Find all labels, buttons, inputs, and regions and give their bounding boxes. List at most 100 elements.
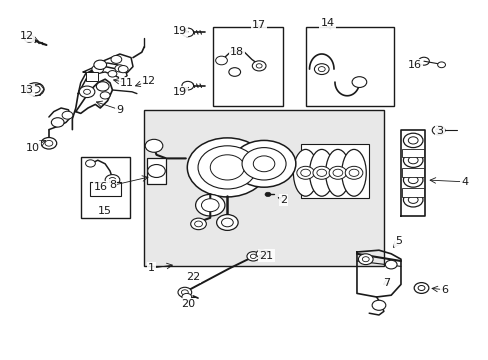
Text: 15: 15 [98, 206, 112, 216]
Circle shape [403, 133, 422, 148]
Text: 20: 20 [181, 299, 195, 309]
Text: 2: 2 [280, 195, 286, 205]
Circle shape [100, 92, 110, 99]
Circle shape [358, 254, 372, 265]
Circle shape [111, 55, 122, 63]
Text: 19: 19 [172, 87, 186, 97]
Circle shape [264, 192, 270, 197]
Bar [401, 188, 424, 197]
Text: 12: 12 [142, 76, 156, 86]
Text: 10: 10 [26, 143, 40, 153]
Circle shape [30, 86, 40, 93]
Circle shape [385, 260, 396, 269]
Circle shape [221, 218, 233, 227]
Bar [401, 168, 424, 177]
Bar [222, 148, 271, 180]
Circle shape [41, 138, 57, 149]
Circle shape [232, 140, 295, 187]
Circle shape [407, 157, 417, 164]
Circle shape [418, 57, 428, 65]
Circle shape [256, 64, 262, 68]
Circle shape [108, 71, 117, 77]
Text: 8: 8 [109, 180, 116, 190]
Circle shape [407, 196, 417, 203]
Bar [212, 27, 282, 106]
Circle shape [194, 221, 202, 227]
Bar [81, 157, 129, 218]
Text: 6: 6 [441, 285, 447, 295]
Text: 17: 17 [252, 20, 265, 30]
Circle shape [403, 173, 422, 187]
Circle shape [181, 290, 188, 295]
Circle shape [105, 175, 120, 185]
Circle shape [413, 283, 428, 293]
Circle shape [256, 250, 266, 258]
Circle shape [252, 61, 265, 71]
Circle shape [210, 155, 244, 180]
Circle shape [190, 218, 206, 230]
Circle shape [145, 139, 163, 152]
Circle shape [362, 257, 368, 262]
Text: 11: 11 [120, 78, 134, 88]
Ellipse shape [325, 149, 349, 196]
Circle shape [328, 166, 346, 179]
Text: 12: 12 [20, 31, 34, 41]
Circle shape [118, 66, 128, 73]
Text: 16: 16 [407, 60, 421, 70]
Circle shape [348, 169, 358, 176]
Circle shape [332, 169, 342, 176]
Circle shape [318, 67, 325, 72]
Text: 19: 19 [172, 26, 186, 36]
Circle shape [182, 28, 193, 37]
Circle shape [182, 81, 193, 90]
Circle shape [115, 65, 124, 72]
Text: 22: 22 [185, 272, 200, 282]
Circle shape [94, 60, 106, 69]
Circle shape [296, 166, 314, 179]
Text: 1: 1 [148, 263, 155, 273]
Text: 4: 4 [460, 177, 467, 187]
Circle shape [178, 287, 191, 297]
Circle shape [407, 137, 417, 144]
Circle shape [314, 64, 328, 75]
Circle shape [92, 65, 103, 73]
Circle shape [250, 254, 256, 258]
Ellipse shape [341, 149, 366, 196]
Bar [146, 158, 166, 184]
Text: 21: 21 [259, 251, 273, 261]
Bar [401, 149, 424, 157]
Circle shape [62, 111, 73, 119]
Circle shape [435, 128, 441, 132]
Circle shape [242, 148, 285, 180]
Text: 14: 14 [320, 18, 334, 28]
Circle shape [109, 177, 116, 183]
Circle shape [85, 160, 95, 167]
Circle shape [96, 82, 109, 91]
Circle shape [26, 83, 44, 96]
Circle shape [182, 293, 191, 301]
Bar [300, 144, 368, 198]
Circle shape [201, 199, 219, 212]
Circle shape [351, 77, 366, 87]
Circle shape [253, 156, 274, 172]
Text: 3: 3 [436, 126, 443, 136]
Circle shape [147, 165, 165, 177]
Bar [90, 182, 121, 196]
Text: 7: 7 [382, 278, 389, 288]
Circle shape [403, 193, 422, 207]
Circle shape [300, 169, 310, 176]
Circle shape [437, 62, 445, 68]
Circle shape [228, 68, 240, 76]
Text: 5: 5 [394, 236, 401, 246]
Text: 9: 9 [116, 105, 123, 115]
Circle shape [216, 215, 238, 230]
Bar [305, 27, 393, 106]
Ellipse shape [293, 149, 317, 196]
Bar [85, 72, 98, 81]
Circle shape [215, 56, 227, 65]
Circle shape [79, 86, 95, 98]
Circle shape [195, 194, 224, 216]
Circle shape [407, 176, 417, 184]
Ellipse shape [309, 149, 333, 196]
Circle shape [403, 153, 422, 167]
